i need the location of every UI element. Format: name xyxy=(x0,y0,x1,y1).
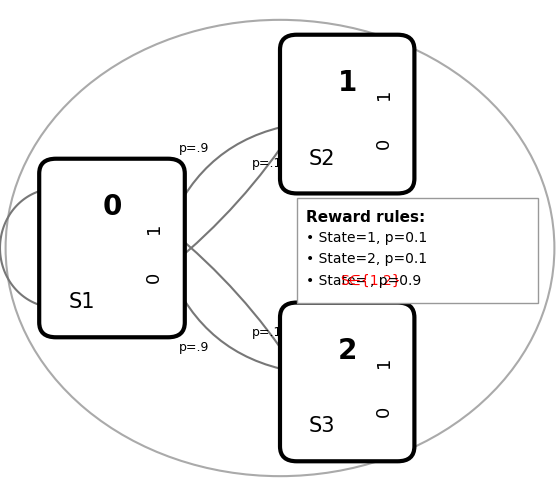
Text: • State=2, p=0.1: • State=2, p=0.1 xyxy=(306,252,427,266)
FancyBboxPatch shape xyxy=(297,198,538,303)
Text: 0: 0 xyxy=(102,193,122,221)
FancyBboxPatch shape xyxy=(280,35,414,193)
Text: S∈{1,2}: S∈{1,2} xyxy=(340,274,401,288)
Text: p=.1: p=.1 xyxy=(251,157,282,171)
Text: p=.9: p=.9 xyxy=(179,341,210,354)
Text: 1: 1 xyxy=(375,357,393,368)
Text: S3: S3 xyxy=(309,417,335,436)
Text: p=.1: p=.1 xyxy=(251,325,282,339)
Text: 1: 1 xyxy=(375,89,393,100)
Text: Reward rules:: Reward rules: xyxy=(306,210,426,225)
Text: 1: 1 xyxy=(145,223,163,234)
Text: 0: 0 xyxy=(145,272,163,283)
Text: 2: 2 xyxy=(338,337,357,365)
Text: p=.9: p=.9 xyxy=(179,142,210,155)
Text: S1: S1 xyxy=(68,293,95,312)
FancyBboxPatch shape xyxy=(280,303,414,461)
Text: 1: 1 xyxy=(338,69,357,97)
Text: , p=0.9: , p=0.9 xyxy=(370,274,422,288)
Text: S2: S2 xyxy=(309,149,335,169)
Text: 0: 0 xyxy=(375,406,393,417)
Text: • State=1, p=0.1: • State=1, p=0.1 xyxy=(306,231,428,245)
FancyBboxPatch shape xyxy=(39,159,185,337)
Text: 0: 0 xyxy=(375,138,393,149)
Text: • State=: • State= xyxy=(306,274,367,288)
